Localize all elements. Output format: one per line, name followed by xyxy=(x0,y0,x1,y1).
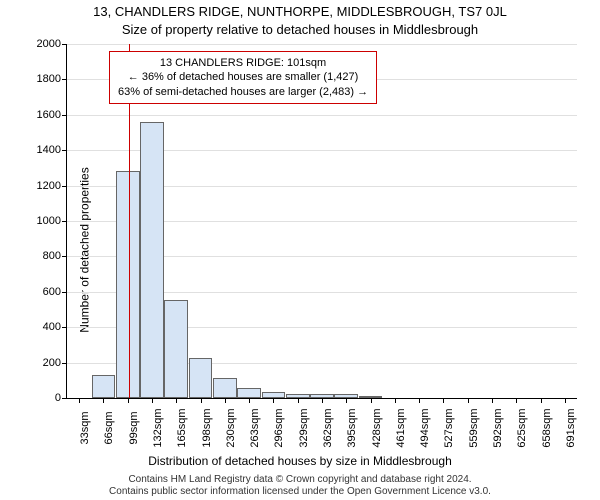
x-tick-mark xyxy=(395,398,396,403)
chart-title-main: 13, CHANDLERS RIDGE, NUNTHORPE, MIDDLESB… xyxy=(0,4,600,19)
annotation-line: ← 36% of detached houses are smaller (1,… xyxy=(118,70,368,84)
histogram-bar xyxy=(164,300,188,398)
y-tick-label: 1600 xyxy=(37,109,67,121)
x-tick-label: 296sqm xyxy=(273,408,285,447)
x-tick-label: 428sqm xyxy=(371,408,383,447)
y-tick-label: 1400 xyxy=(37,144,67,156)
x-tick-mark xyxy=(541,398,542,403)
chart-container: 13, CHANDLERS RIDGE, NUNTHORPE, MIDDLESB… xyxy=(0,0,600,500)
x-tick-mark xyxy=(152,398,153,403)
x-tick-label: 625sqm xyxy=(516,408,528,447)
x-tick-label: 494sqm xyxy=(419,408,431,447)
x-tick-mark xyxy=(103,398,104,403)
y-tick-label: 600 xyxy=(43,286,67,298)
x-tick-mark xyxy=(176,398,177,403)
x-tick-mark xyxy=(225,398,226,403)
y-tick-label: 1200 xyxy=(37,180,67,192)
x-tick-label: 362sqm xyxy=(322,408,334,447)
x-tick-label: 66sqm xyxy=(103,411,115,444)
x-tick-label: 198sqm xyxy=(201,408,213,447)
x-tick-mark xyxy=(346,398,347,403)
x-tick-mark xyxy=(565,398,566,403)
x-tick-mark xyxy=(468,398,469,403)
x-tick-label: 527sqm xyxy=(443,408,455,447)
x-tick-label: 33sqm xyxy=(79,411,91,444)
x-tick-mark xyxy=(322,398,323,403)
x-tick-label: 559sqm xyxy=(468,408,480,447)
x-tick-label: 132sqm xyxy=(152,408,164,447)
histogram-bar xyxy=(92,375,116,398)
x-tick-mark xyxy=(79,398,80,403)
x-tick-label: 691sqm xyxy=(565,408,577,447)
histogram-bar xyxy=(140,122,164,398)
x-tick-mark xyxy=(201,398,202,403)
x-tick-mark xyxy=(298,398,299,403)
annotation-box: 13 CHANDLERS RIDGE: 101sqm← 36% of detac… xyxy=(109,51,377,104)
histogram-bar xyxy=(189,358,213,398)
footnote-line-1: Contains HM Land Registry data © Crown c… xyxy=(128,474,471,485)
x-axis-label: Distribution of detached houses by size … xyxy=(0,454,600,468)
footnote-line-2: Contains public sector information licen… xyxy=(109,486,491,497)
y-tick-label: 800 xyxy=(43,250,67,262)
x-tick-label: 230sqm xyxy=(225,408,237,447)
x-tick-label: 658sqm xyxy=(541,408,553,447)
x-tick-mark xyxy=(249,398,250,403)
chart-title-sub: Size of property relative to detached ho… xyxy=(0,22,600,37)
x-tick-label: 329sqm xyxy=(298,408,310,447)
x-tick-mark xyxy=(371,398,372,403)
y-tick-label: 2000 xyxy=(37,38,67,50)
x-tick-mark xyxy=(419,398,420,403)
y-tick-label: 400 xyxy=(43,321,67,333)
gridline xyxy=(67,115,577,116)
x-tick-mark xyxy=(273,398,274,403)
x-tick-label: 592sqm xyxy=(492,408,504,447)
x-tick-label: 395sqm xyxy=(346,408,358,447)
y-tick-label: 0 xyxy=(55,392,67,404)
annotation-line: 13 CHANDLERS RIDGE: 101sqm xyxy=(118,56,368,70)
x-tick-label: 263sqm xyxy=(249,408,261,447)
y-tick-label: 1000 xyxy=(37,215,67,227)
footnote: Contains HM Land Registry data © Crown c… xyxy=(0,474,600,498)
histogram-bar xyxy=(116,171,140,398)
gridline xyxy=(67,44,577,45)
x-tick-label: 165sqm xyxy=(176,408,188,447)
plot-area: 020040060080010001200140016001800200033s… xyxy=(66,44,577,399)
y-tick-label: 1800 xyxy=(37,73,67,85)
y-tick-label: 200 xyxy=(43,357,67,369)
x-tick-mark xyxy=(516,398,517,403)
annotation-line: 63% of semi-detached houses are larger (… xyxy=(118,85,368,99)
x-tick-label: 461sqm xyxy=(395,408,407,447)
x-tick-label: 99sqm xyxy=(128,411,140,444)
histogram-bar xyxy=(237,388,261,398)
x-tick-mark xyxy=(492,398,493,403)
histogram-bar xyxy=(213,378,237,398)
x-tick-mark xyxy=(443,398,444,403)
x-tick-mark xyxy=(128,398,129,403)
